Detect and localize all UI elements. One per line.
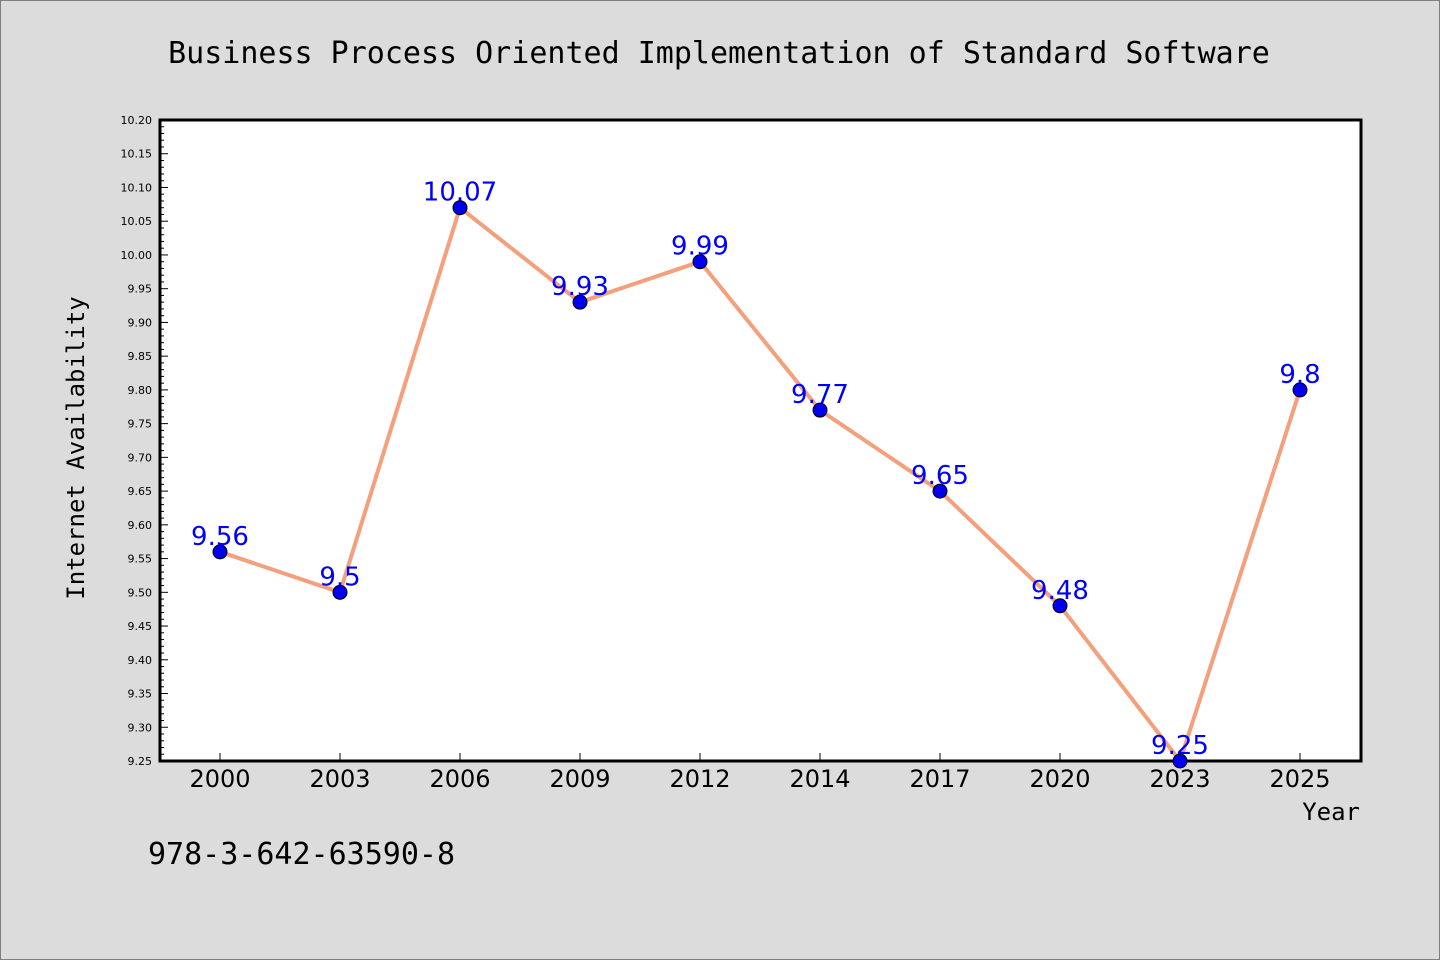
y-tick-label: 10.20 (121, 114, 153, 127)
y-tick-label: 9.60 (128, 519, 153, 532)
y-tick-label: 9.30 (128, 721, 153, 734)
y-tick-label: 9.75 (128, 418, 153, 431)
x-tick-label: 2009 (549, 765, 610, 793)
series-line (219, 205, 1302, 763)
data-label: 10.07 (423, 178, 497, 208)
data-label: 9.99 (671, 232, 729, 262)
x-tick-label: 2003 (309, 765, 370, 793)
x-tick-label: 2012 (669, 765, 730, 793)
y-tick-label: 9.25 (128, 755, 153, 768)
x-axis: 2000 2003 2006 2009 2012 2014 2017 2020 2023 2025 (189, 753, 1331, 793)
isbn-text: 978-3-642-63590-8 (148, 837, 455, 872)
x-tick-label: 2000 (189, 765, 250, 793)
y-axis: 9.25 9.30 9.35 9.40 9.45 9.50 9.55 9.60 9.65 9.70… (121, 114, 168, 768)
data-point-marker (572, 294, 588, 310)
y-tick-label: 9.70 (128, 451, 153, 464)
x-tick-label: 2014 (789, 765, 850, 793)
x-tick-label: 2023 (1149, 765, 1210, 793)
y-tick-label: 9.65 (128, 485, 153, 498)
plot-area (158, 118, 1363, 763)
y-tick-label: 9.40 (128, 654, 153, 667)
x-tick-label: 2025 (1269, 765, 1330, 793)
data-point-marker (1172, 753, 1188, 769)
data-point-marker (932, 483, 948, 499)
data-point-marker (332, 584, 348, 600)
data-label: 9.56 (191, 522, 249, 552)
data-point-marker (452, 200, 468, 216)
data-point-marker (692, 254, 708, 270)
series-layer (212, 200, 1308, 769)
data-label: 9.5 (319, 562, 360, 592)
y-tick-label: 10.00 (121, 249, 153, 262)
x-axis-label: Year (1302, 798, 1360, 826)
y-tick-label: 9.50 (128, 586, 153, 599)
x-tick-label: 2020 (1029, 765, 1090, 793)
y-tick-label: 9.55 (128, 553, 153, 566)
data-point-marker (1292, 382, 1308, 398)
data-label: 9.65 (911, 461, 969, 491)
data-point-marker (812, 402, 828, 418)
x-tick-label: 2017 (909, 765, 970, 793)
chart-title: Business Process Oriented Implementation… (168, 36, 1270, 71)
y-tick-label: 9.85 (128, 350, 153, 363)
y-tick-label: 9.35 (128, 688, 153, 701)
y-tick-label: 9.80 (128, 384, 153, 397)
y-tick-label: 9.90 (128, 316, 153, 329)
y-tick-label: 10.15 (121, 148, 153, 161)
data-label: 9.77 (791, 380, 849, 410)
y-tick-label: 10.10 (121, 181, 153, 194)
data-point-marker (212, 544, 228, 560)
y-tick-label: 10.05 (121, 215, 153, 228)
data-label-layer: 9.56 9.5 10.07 9.93 9.99 9.77 9.65 9.48 9.25 9.8 (191, 178, 1321, 761)
data-label: 9.8 (1279, 360, 1320, 390)
data-point-marker (1052, 598, 1068, 614)
y-tick-label: 9.95 (128, 283, 153, 296)
y-axis-label: Internet Availability (62, 296, 90, 599)
data-label: 9.93 (551, 272, 609, 302)
data-label: 9.48 (1031, 576, 1089, 606)
data-label: 9.25 (1151, 731, 1209, 761)
y-tick-label: 9.45 (128, 620, 153, 633)
x-tick-label: 2006 (429, 765, 490, 793)
